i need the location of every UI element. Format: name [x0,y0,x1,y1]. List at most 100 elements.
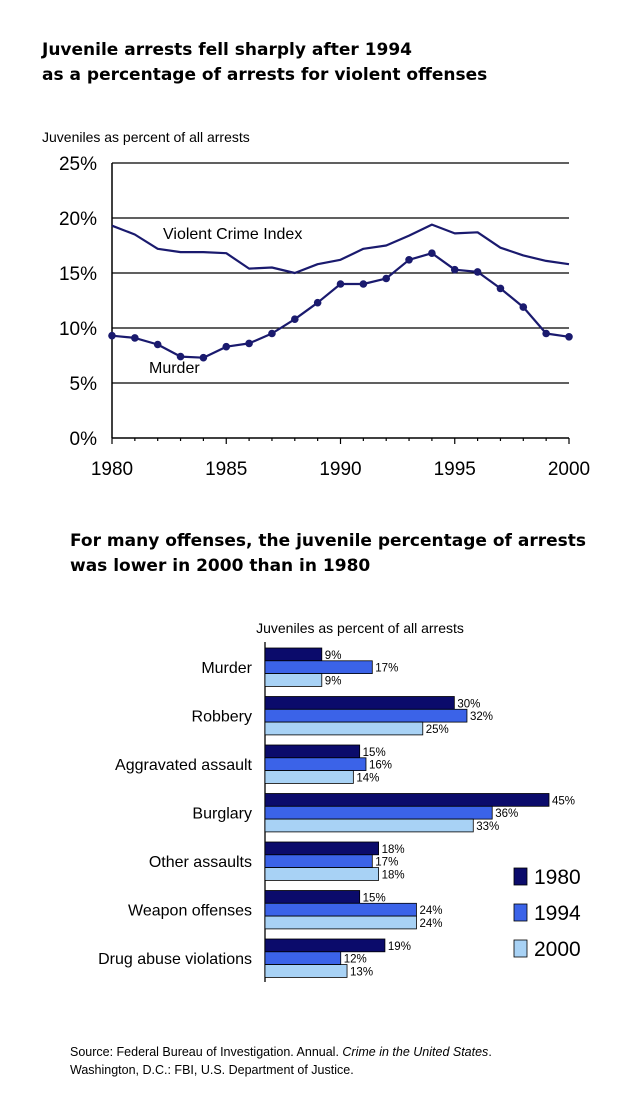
bar-label-other-assaults-2000: 18% [382,869,405,881]
y-tick-label-25: 25% [59,154,97,175]
bar-label-robbery-1980: 30% [457,698,480,710]
point-murder-1985 [222,342,231,351]
legend-swatch-2000 [513,939,528,958]
x-tick-label-2000: 2000 [548,459,590,480]
point-murder-1980 [108,331,116,340]
point-murder-1981 [131,334,139,342]
series-label-violent-crime-index: Violent Crime Index [163,226,302,243]
source-publication: Crime in the United States [342,1045,489,1059]
bar-chart: Juveniles as percent of all arrests Murde… [98,620,581,982]
legend-swatch-1994 [513,903,528,922]
bar-aggravated-assault-2000 [264,770,354,784]
bar-weapon-offenses-1994 [264,902,417,917]
bar-murder-1980 [264,647,323,662]
point-murder-1988 [291,315,299,323]
point-murder-2000 [565,333,573,341]
bar-other-assaults-2000 [264,867,379,881]
bar-murder-1994 [264,660,373,674]
x-tick-label-1995: 1995 [434,459,476,480]
bar-burglary-2000 [264,818,474,833]
bar-label-drug-abuse-violations-1980: 19% [388,941,411,953]
category-label-drug-abuse-violations: Drug abuse violations [98,951,252,968]
bar-chart-title-line-2: was lower in 2000 than in 1980 [70,556,371,576]
source-line-1: Source: Federal Bureau of Investigation.… [70,1043,492,1061]
bar-chart-title-line-1: For many offenses, the juvenile percenta… [70,531,586,551]
source-prefix: Source: Federal Bureau of Investigation.… [70,1045,343,1059]
bar-weapon-offenses-1980 [264,890,361,904]
bar-label-other-assaults-1994: 17% [375,857,398,869]
bar-label-burglary-1994: 36% [495,808,518,820]
bar-other-assaults-1980 [264,841,379,856]
bar-robbery-1994 [264,708,468,723]
point-murder-1984 [199,353,208,362]
source-suffix: . [488,1045,492,1059]
point-murder-1982 [153,340,162,349]
point-murder-1998 [519,303,528,311]
point-murder-1999 [542,329,550,338]
category-label-aggravated-assault: Aggravated assault [115,757,253,774]
legend-label-1980: 1980 [534,866,581,889]
bar-label-burglary-1980: 45% [552,795,575,807]
x-tick-label-1985: 1985 [205,459,247,480]
bar-label-aggravated-assault-2000: 14% [356,772,379,784]
series-label-murder: Murder [149,360,200,377]
line-chart-axis-label: Juveniles as percent of all arrests [42,129,250,145]
line-chart-title: Juvenile arrests fell sharply after 1994… [42,38,487,88]
bar-label-aggravated-assault-1994: 16% [369,760,392,772]
bar-label-murder-2000: 9% [325,675,342,687]
bar-robbery-1980 [264,696,455,710]
bar-murder-2000 [264,673,323,687]
x-tick-label-1990: 1990 [319,459,361,480]
series-line-murder [111,252,570,359]
bar-burglary-1994 [264,805,493,820]
bar-label-weapon-offenses-2000: 24% [419,918,442,930]
point-murder-1986 [245,339,253,348]
bar-burglary-1980 [264,793,550,807]
y-tick-label-15: 15% [59,264,97,285]
bar-label-drug-abuse-violations-2000: 13% [350,966,373,978]
bar-chart-axis-label: Juveniles as percent of all arrests [256,620,464,636]
y-tick-label-10: 10% [59,319,97,340]
point-murder-1983 [176,352,185,361]
bar-label-murder-1980: 9% [325,650,342,662]
category-label-robbery: Robbery [192,709,252,726]
bar-label-robbery-2000: 25% [426,724,449,736]
point-murder-1991 [359,280,368,288]
bar-label-other-assaults-1980: 18% [382,844,405,856]
point-murder-1989 [313,298,322,307]
point-murder-1994 [428,249,436,257]
line-chart: Juveniles as percent of all arrests 0% 5% 1… [42,129,590,480]
y-tick-label-20: 20% [59,209,97,230]
bar-weapon-offenses-2000 [264,915,417,930]
source-line-2: Washington, D.C.: FBI, U.S. Department o… [70,1063,354,1077]
series-line-violent-crime-index [111,223,570,275]
point-murder-1993 [405,256,413,264]
category-label-murder: Murder [201,660,252,677]
bar-label-robbery-1994: 32% [470,711,493,723]
category-label-other-assaults: Other assaults [149,854,252,871]
legend-swatch-1980 [513,867,528,886]
bar-label-murder-1994: 17% [375,663,398,675]
point-murder-1996 [473,268,482,276]
bar-label-weapon-offenses-1980: 15% [363,892,386,904]
point-murder-1992 [382,274,391,283]
bar-drug-abuse-violations-2000 [264,964,348,978]
line-chart-title-line-1: Juvenile arrests fell sharply after 1994 [42,40,413,60]
y-tick-label-0: 0% [70,429,98,450]
bar-other-assaults-1994 [264,854,373,869]
point-murder-1987 [268,329,276,338]
y-tick-label-5: 5% [70,374,98,395]
x-tick-label-1980: 1980 [91,459,133,480]
bar-label-drug-abuse-violations-1994: 12% [344,954,367,966]
line-chart-title-line-2: as a percentage of arrests for violent o… [42,65,488,85]
bar-aggravated-assault-1980 [264,744,361,759]
category-label-burglary: Burglary [192,806,252,823]
bar-label-aggravated-assault-1980: 15% [363,747,386,759]
point-murder-1997 [496,284,505,293]
bar-label-weapon-offenses-1994: 24% [419,905,442,917]
bar-robbery-2000 [264,721,424,736]
point-murder-1990 [336,280,345,288]
point-murder-1995 [450,265,459,274]
legend-label-1994: 1994 [534,902,581,925]
bar-drug-abuse-violations-1980 [264,938,386,953]
